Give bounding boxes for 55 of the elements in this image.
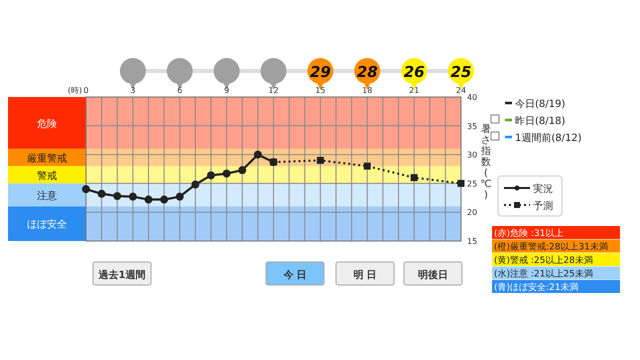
point <box>364 162 371 170</box>
text: 明後日 <box>418 269 448 281</box>
text: (青)ほぼ安全:21未満 <box>494 282 579 293</box>
band-label: 警戒 <box>37 170 57 182</box>
y-tick-label: 20 <box>467 208 478 218</box>
band-label: 厳重警戒 <box>27 152 67 164</box>
text: 昨日(8/18) <box>515 115 566 127</box>
band-label: ほぼ安全 <box>27 218 67 231</box>
point <box>410 174 418 182</box>
text: (橙)厳重警戒:28以上31未満 <box>494 242 608 252</box>
y-tick-label: 15 <box>467 237 478 246</box>
x-tick-label: 0 <box>83 86 89 95</box>
x-tick-label: 3 <box>130 86 136 95</box>
text: (黄)警戒 :25以上28未満 <box>494 255 593 266</box>
y-tick-label: 25 <box>467 179 478 188</box>
text: 過去1週間 <box>98 269 146 281</box>
point <box>207 171 215 180</box>
y-tick-label: 30 <box>467 150 478 160</box>
point <box>458 180 464 187</box>
legend-label: 実況 <box>533 183 553 195</box>
point <box>82 185 90 194</box>
point <box>128 192 137 201</box>
text: (水)注意 :21以上25未満 <box>494 268 593 280</box>
point <box>254 150 262 159</box>
x-tick-label: 6 <box>177 86 182 95</box>
point <box>98 190 106 198</box>
text: 今 日 <box>282 269 307 281</box>
point <box>238 166 246 174</box>
point <box>191 180 200 189</box>
y-tick-label: 35 <box>467 122 478 131</box>
x-tick-label: 24 <box>456 86 466 95</box>
band-label: 注意 <box>37 190 57 202</box>
text: 26 <box>404 63 425 81</box>
text: 29 <box>310 63 331 81</box>
legend-label: 予測 <box>533 200 553 212</box>
x-tick-label: 18 <box>362 86 372 95</box>
point <box>113 192 122 200</box>
x-tick-label: 12 <box>268 86 279 95</box>
point <box>160 196 168 204</box>
text: 明 日 <box>353 269 377 281</box>
point <box>222 170 231 178</box>
x-tick-label: 9 <box>224 86 230 95</box>
x-axis-title: (時) <box>68 86 82 95</box>
text: 今日(8/19) <box>515 98 566 110</box>
text: 28 <box>356 63 378 81</box>
y-axis-title: 暑さ指数(℃) <box>480 124 492 201</box>
text: (赤)危険 :31以上 <box>494 228 564 239</box>
point <box>176 192 184 201</box>
x-tick-label: 21 <box>409 86 420 95</box>
text: 1週間前(8/12) <box>515 132 582 144</box>
band-label: 危険 <box>37 118 57 130</box>
point <box>144 196 152 204</box>
point <box>316 156 324 164</box>
x-tick-label: 15 <box>315 86 326 95</box>
y-tick-label: 40 <box>467 93 478 102</box>
